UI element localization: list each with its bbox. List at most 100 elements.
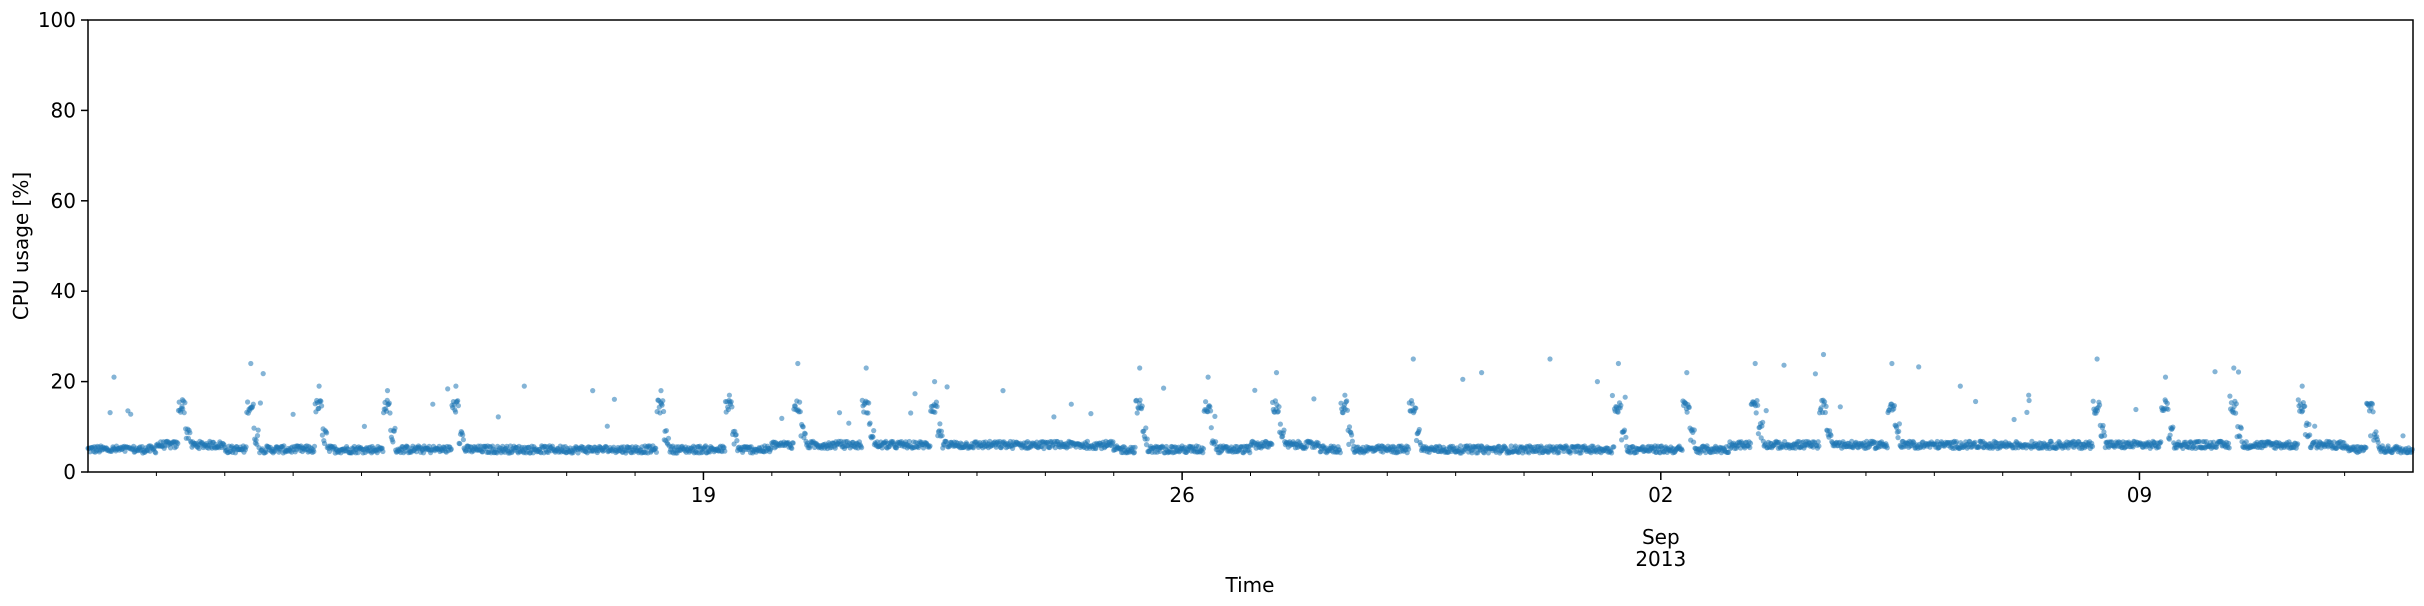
data-point [1609,392,1615,399]
data-point [2306,421,2312,427]
data-point [1763,408,1769,414]
data-point [1200,446,1207,452]
data-point [867,420,873,426]
data-point [254,433,261,439]
data-point [2233,401,2239,407]
data-point [1068,401,1074,407]
data-point [1458,443,1464,449]
data-point [2162,374,2169,380]
data-point [1891,403,1897,409]
data-point [933,399,940,405]
data-point [2299,383,2305,389]
data-point [653,449,660,455]
data-point [846,420,852,426]
data-point [1346,441,1352,447]
data-point [944,384,950,390]
data-point [1894,425,1900,431]
data-point [2225,440,2232,446]
data-point [2373,429,2379,435]
data-point [1311,396,1317,402]
data-point [1275,408,1281,414]
data-point [260,371,266,377]
data-point [863,365,869,371]
data-point [932,379,938,385]
data-point [2235,369,2242,375]
data-point [1349,438,1355,444]
data-point [2227,393,2233,399]
data-point [2024,409,2030,415]
data-point [1615,360,1621,367]
data-point [2102,433,2108,439]
y-tick-label: 80 [51,98,76,122]
data-point [659,402,665,408]
data-point [1953,439,1959,445]
data-point [2165,406,2171,412]
data-point [1818,405,1824,411]
data-point [128,411,134,417]
data-point [1000,388,1006,394]
data-point [257,400,263,406]
data-point [779,415,785,421]
data-point [1110,439,1116,445]
data-point [2089,443,2096,449]
data-point [1725,449,1732,455]
data-point [253,437,259,443]
data-point [1479,370,1485,376]
data-point [2370,409,2376,415]
data-point [1139,403,1145,409]
data-point [311,443,318,449]
data-point [107,410,113,416]
data-point [728,399,734,405]
data-point [1619,437,1625,443]
data-point [281,443,287,449]
data-point [663,428,670,434]
data-point [318,398,324,404]
data-point [1896,421,1902,427]
data-point [457,441,463,447]
data-point [1413,405,1419,411]
data-point [1410,356,1416,362]
y-tick-label: 60 [51,189,76,213]
data-point [1752,360,1758,367]
data-point [2237,434,2243,440]
data-point [1161,385,1167,391]
data-point [1084,438,1090,444]
data-point [2011,416,2017,423]
data-point [1760,419,1766,425]
data-point [611,396,618,402]
data-point [1247,450,1253,456]
data-point [111,374,117,380]
data-point [1131,449,1137,455]
data-point [1691,427,1697,433]
data-point [934,403,940,410]
data-point [665,435,672,441]
data-point [1212,413,1218,419]
data-point [912,391,918,397]
data-point [1755,431,1761,437]
data-point [660,398,666,404]
data-point [734,438,740,444]
data-point [243,444,249,450]
data-point [1051,414,1057,420]
data-point [1781,362,1787,368]
data-point [1556,449,1562,456]
data-point [1623,434,1629,440]
data-point [871,428,877,434]
data-point [2312,423,2318,429]
data-point [153,450,159,456]
data-point [1820,351,1827,358]
data-point [1252,387,1258,393]
x-axis-label: Time [1225,573,1275,597]
data-point [1213,439,1219,445]
data-point [1344,398,1350,404]
y-tick-label: 20 [51,370,76,394]
data-point [2233,410,2239,416]
data-point [1896,428,1902,434]
data-point [179,397,185,403]
data-point [175,440,181,447]
data-point [196,445,202,452]
data-point [658,388,664,394]
data-point [460,437,466,443]
